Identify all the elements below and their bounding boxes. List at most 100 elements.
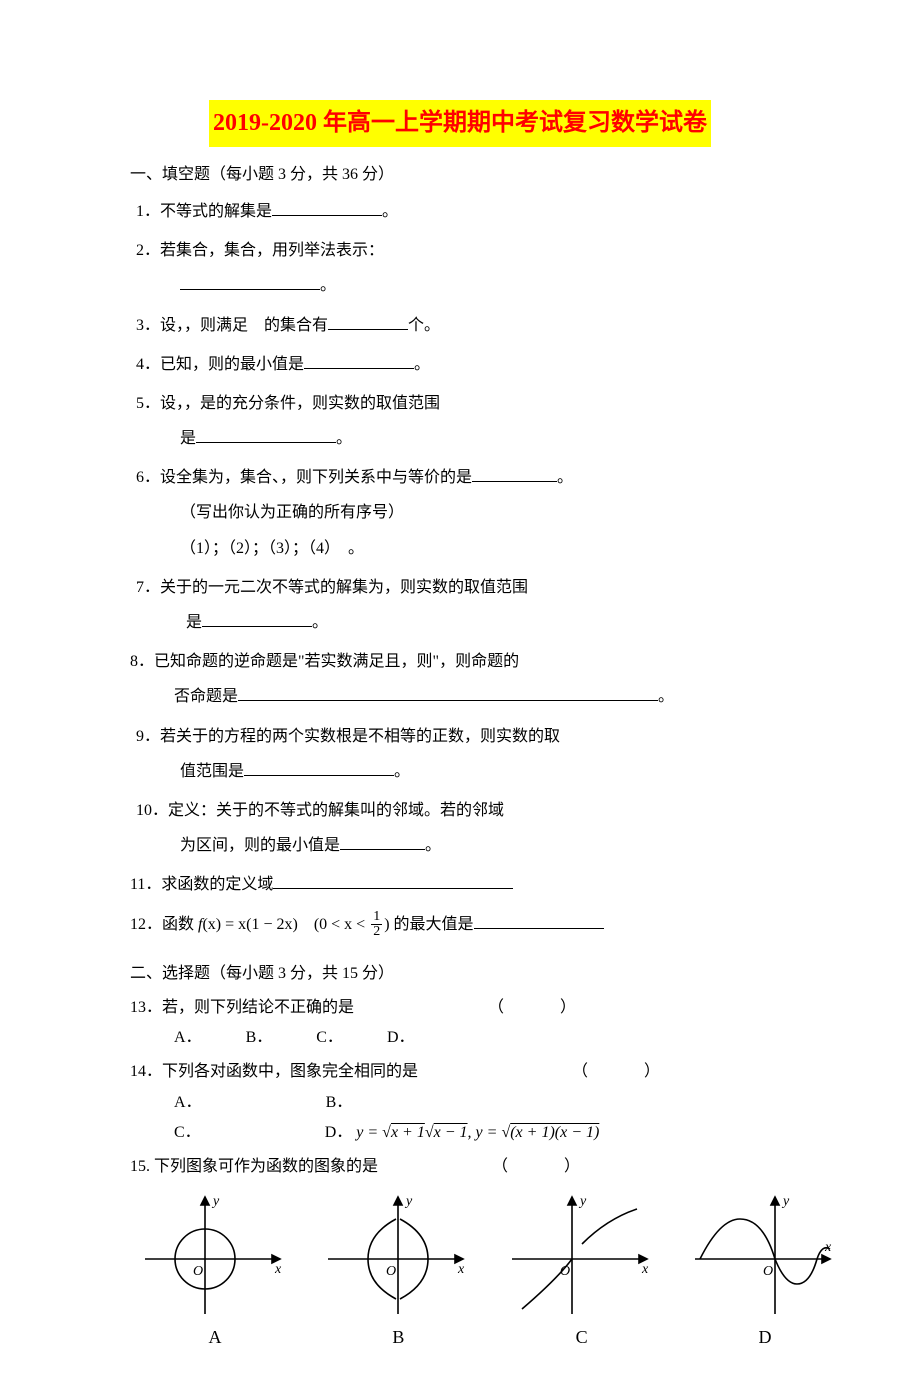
q8-sub-suf: 。 [658,688,674,705]
graph-a-x-label: x [274,1262,282,1277]
section-2-header: 二、选择题（每小题 3 分，共 15 分） [130,960,790,989]
q10-sub-suf: 。 [425,837,441,854]
q1-suffix: 。 [382,203,398,220]
graph-a-o-label: O [193,1264,203,1279]
question-7: 7．关于的一元二次不等式的解集为，则实数的取值范围 是 。 [136,570,790,640]
graph-b: y x O B [313,1189,483,1353]
q1-text: 1．不等式的解集是 [136,203,272,220]
q6-suf: 。 [557,469,573,486]
q8-sub-pre: 否命题是 [174,688,238,705]
q14-d-pre: D． [325,1124,353,1141]
graph-d: y x O D [680,1189,850,1353]
q6-text: 6．设全集为，集合、，则下列关系中与等价的是 [136,469,472,486]
q13-opt-a: A． [174,1023,202,1053]
graph-d-label: D [758,1321,771,1353]
q15-text: 15. 下列图象可作为函数的图象的是 [130,1158,378,1175]
q15-paren: （ ） [492,1152,582,1182]
q10-text: 10．定义：关于的不等式的解集叫的邻域。若的邻域 [136,802,504,819]
question-8: 8．已知命题的逆命题是"若实数满足且，则"，则命题的 否命题是 。 [130,644,790,714]
q11-blank [273,872,513,890]
graph-b-o-label: O [386,1264,396,1279]
q13-opt-d: D． [387,1023,415,1053]
graph-c-o-label: O [560,1264,570,1279]
question-15: 15. 下列图象可作为函数的图象的是 （ ） [130,1152,790,1182]
q9-sub-suf: 。 [394,763,410,780]
q4-blank [304,351,414,369]
question-13: 13．若，则下列结论不正确的是 （ ） A． B． C． D． [130,993,790,1054]
q13-opt-b: B． [246,1023,273,1053]
q12-den: 2 [371,925,382,939]
q12-blank [474,911,604,929]
q3-suffix: 个。 [408,317,440,334]
graph-b-y-label: y [404,1194,413,1209]
q14-d-sqrt1: x + 1 [391,1124,425,1141]
q14-d-sqrt2: x − 1 [434,1124,468,1141]
question-11: 11．求函数的定义域 [130,867,790,902]
q5-text: 5．设，，是的充分条件，则实数的取值范围 [136,395,440,412]
q12-suf: 的最大值是 [390,916,474,933]
q5-sub-pre: 是 [180,430,196,447]
q13-paren: （ ） [488,993,578,1023]
q11-text: 11．求函数的定义域 [130,876,273,893]
question-4: 4．已知，则的最小值是 。 [136,347,790,382]
q13-options: A． B． C． D． [174,1023,790,1053]
q8-text: 8．已知命题的逆命题是"若实数满足且，则"，则命题的 [130,653,519,670]
question-5: 5．设，，是的充分条件，则实数的取值范围 是 。 [136,386,790,456]
page-title: 2019-2020 年高一上学期期中考试复习数学试卷 [209,100,711,147]
q13-opt-c: C． [316,1023,343,1053]
q7-text: 7．关于的一元二次不等式的解集为，则实数的取值范围 [136,579,528,596]
graph-c-label: C [576,1321,588,1353]
q10-blank [340,833,425,851]
q14-opt-d: D． y = √x + 1√x − 1, y = √(x + 1)(x − 1) [325,1118,600,1148]
q2-text: 2．若集合，集合，用列举法表示： [136,242,384,259]
q12-body: (x) = x(1 − 2x) (0 < x < [202,916,369,933]
q13-text: 13．若，则下列结论不正确的是 [130,999,354,1016]
q14-paren: （ ） [572,1057,662,1087]
q9-blank [244,758,394,776]
graph-b-svg: y x O [318,1189,478,1319]
q6-sub1: （写出你认为正确的所有序号） [180,495,790,530]
q14-options-row1: A． B． [174,1088,790,1118]
q7-blank [202,609,312,627]
q12-pre: 12．函数 [130,916,198,933]
q6-sub2: （1）；（2）；（3）；（4） 。 [180,531,790,566]
q7-sub-suf: 。 [312,614,328,631]
q12-num: 1 [371,910,382,925]
q14-opt-c: C． [174,1118,201,1148]
question-6: 6．设全集为，集合、，则下列关系中与等价的是 。 （写出你认为正确的所有序号） （… [136,460,790,566]
graph-b-label: B [392,1321,404,1353]
q12-math: f(x) = x(1 − 2x) (0 < x < 12) [198,916,390,933]
q4-text: 4．已知，则的最小值是 [136,356,304,373]
section-1-header: 一、填空题（每小题 3 分，共 36 分） [130,161,790,190]
graph-c: y x O C [497,1189,667,1353]
q8-blank [238,684,658,702]
q14-d-math: y = √x + 1√x − 1, y = √(x + 1)(x − 1) [356,1124,599,1141]
graph-c-svg: y x O [502,1189,662,1319]
q14-opt-a: A． [174,1088,202,1118]
q12-fraction: 12 [371,910,382,939]
q7-sub-pre: 是 [186,614,202,631]
graph-a-svg: y x O [135,1189,295,1319]
q1-blank [272,198,382,216]
q3-blank [328,312,408,330]
q14-text: 14．下列各对函数中，图象完全相同的是 [130,1063,418,1080]
question-3: 3．设，，则满足 的集合有个。 [136,308,790,343]
question-14: 14．下列各对函数中，图象完全相同的是 （ ） A． B． C． D． y = … [130,1057,790,1148]
q14-d-y1: y = [356,1124,382,1141]
question-10: 10．定义：关于的不等式的解集叫的邻域。若的邻域 为区间，则的最小值是。 [136,793,790,863]
q2-suffix: 。 [320,277,336,294]
question-12: 12．函数 f(x) = x(1 − 2x) (0 < x < 12) 的最大值… [130,907,790,942]
q5-blank [196,426,336,444]
q2-blank [180,273,320,291]
q9-text: 9．若关于的方程的两个实数根是不相等的正数，则实数的取 [136,728,560,745]
graphs-row: y x O A y x O B [130,1189,850,1353]
q9-sub-pre: 值范围是 [180,763,244,780]
q14-options-row2: C． D． y = √x + 1√x − 1, y = √(x + 1)(x −… [174,1118,790,1148]
graph-d-svg: y x O [685,1189,845,1319]
graph-b-x-label: x [457,1262,465,1277]
graph-d-x-label: x [824,1240,832,1255]
q5-sub-suf: 。 [336,430,352,447]
question-1: 1．不等式的解集是 。 [136,194,790,229]
q4-suffix: 。 [414,356,430,373]
q14-d-mid: , y = [468,1124,502,1141]
